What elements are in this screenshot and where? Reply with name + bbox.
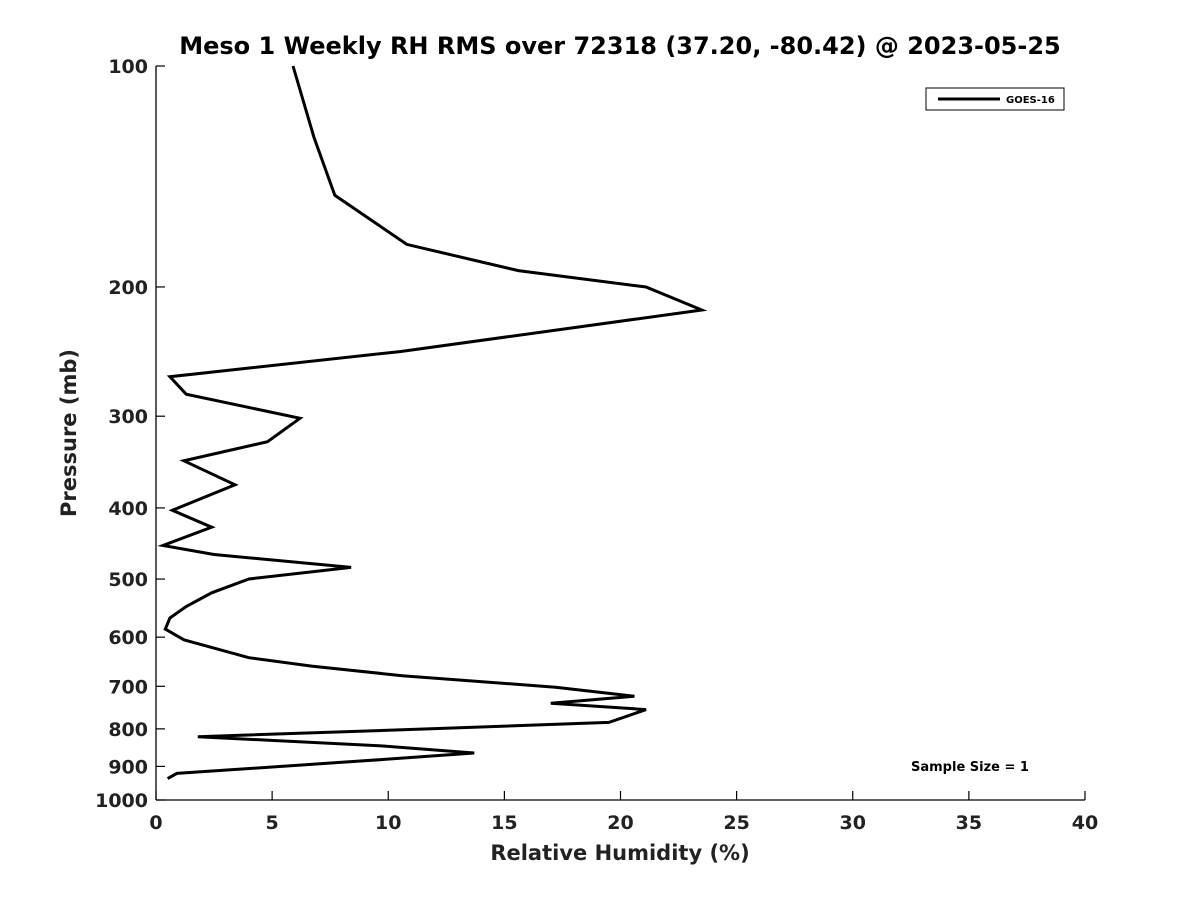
y-tick-label: 600 xyxy=(108,627,148,649)
x-tick-label: 15 xyxy=(491,812,517,834)
x-tick-label: 35 xyxy=(956,812,982,834)
y-tick-label: 200 xyxy=(108,277,148,299)
x-tick-label: 25 xyxy=(723,812,749,834)
x-tick-label: 0 xyxy=(149,812,162,834)
y-axis-label: Pressure (mb) xyxy=(57,349,81,517)
x-axis-ticks: 0 5 10 15 20 25 30 35 40 xyxy=(149,791,1098,834)
y-tick-label: 800 xyxy=(108,719,148,741)
y-tick-label: 700 xyxy=(108,676,148,698)
x-tick-label: 5 xyxy=(266,812,279,834)
x-tick-label: 30 xyxy=(840,812,866,834)
x-tick-label: 10 xyxy=(375,812,401,834)
series-line-goes-16 xyxy=(157,65,708,780)
sample-size-annotation: Sample Size = 1 xyxy=(911,760,1029,775)
y-axis-ticks: 100 200 300 400 500 600 700 800 900 1000 xyxy=(95,56,165,812)
legend-label-goes-16: GOES-16 xyxy=(1006,95,1055,106)
chart-title: Meso 1 Weekly RH RMS over 72318 (37.20, … xyxy=(179,32,1061,60)
y-tick-label: 300 xyxy=(108,406,148,428)
y-tick-label: 1000 xyxy=(95,790,148,812)
y-tick-label: 400 xyxy=(108,498,148,520)
y-tick-label: 100 xyxy=(108,56,148,78)
legend: GOES-16 xyxy=(925,87,1065,111)
axes xyxy=(155,66,1085,801)
x-tick-label: 20 xyxy=(607,812,633,834)
y-tick-label: 500 xyxy=(108,569,148,591)
x-tick-label: 40 xyxy=(1072,812,1098,834)
y-tick-label: 900 xyxy=(108,756,148,778)
x-axis-label: Relative Humidity (%) xyxy=(490,841,749,865)
